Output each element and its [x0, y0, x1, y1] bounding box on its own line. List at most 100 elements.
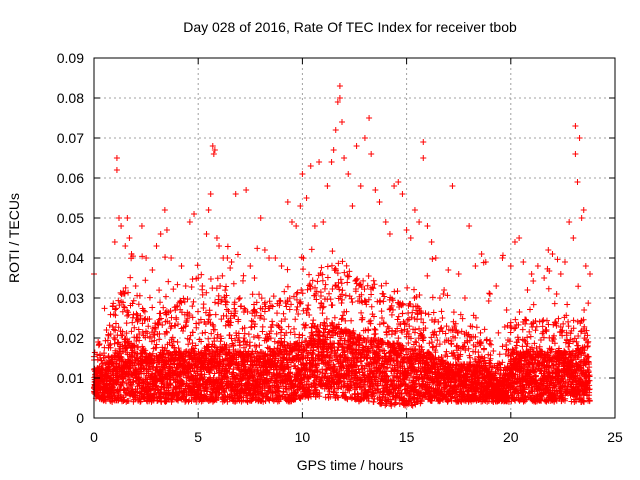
data-point [155, 319, 162, 326]
data-point [235, 295, 242, 302]
data-point [139, 329, 146, 336]
data-point [257, 356, 264, 363]
data-point [121, 304, 128, 311]
data-point [204, 318, 211, 325]
data-point [192, 342, 199, 349]
data-point [137, 398, 144, 405]
data-point [135, 301, 142, 308]
data-point [248, 351, 255, 358]
data-point [172, 322, 179, 329]
data-point [228, 319, 235, 326]
data-point [193, 324, 200, 331]
data-point [125, 397, 132, 404]
data-point [174, 321, 181, 328]
data-point [211, 299, 218, 306]
data-point [146, 294, 153, 301]
data-point [123, 330, 130, 337]
data-point [126, 376, 133, 383]
data-point [198, 398, 205, 405]
data-point [119, 308, 126, 315]
data-point [157, 315, 164, 322]
data-point [123, 398, 130, 405]
data-point [226, 344, 233, 351]
data-point [154, 364, 161, 371]
data-point [123, 320, 130, 327]
data-point [130, 297, 137, 304]
data-point [136, 369, 143, 376]
data-point [223, 299, 230, 306]
data-point [166, 320, 173, 327]
data-point [113, 380, 120, 387]
data-point [189, 340, 196, 347]
data-point [203, 351, 210, 358]
data-point [259, 392, 266, 399]
data-point [226, 350, 233, 357]
data-point [208, 330, 215, 337]
data-point [256, 291, 263, 298]
data-point [230, 280, 237, 287]
data-point [98, 366, 105, 373]
data-point [189, 276, 196, 283]
data-point [169, 334, 176, 341]
data-point [182, 323, 189, 330]
data-point [271, 338, 278, 345]
data-point [128, 381, 135, 388]
data-point [181, 298, 188, 305]
data-point [222, 287, 229, 294]
data-point [112, 320, 119, 327]
data-point [240, 394, 247, 401]
data-point [136, 337, 143, 344]
data-point [135, 344, 142, 351]
data-point [204, 388, 211, 395]
data-point [141, 308, 148, 315]
data-point [168, 323, 175, 330]
data-point [178, 299, 185, 306]
data-point [160, 351, 167, 358]
data-point [198, 338, 205, 345]
data-point [211, 370, 218, 377]
data-point [157, 299, 164, 306]
data-point [173, 314, 180, 321]
data-point [258, 349, 265, 356]
data-point [250, 307, 257, 314]
data-point [241, 330, 248, 337]
data-point [118, 332, 125, 339]
data-point [115, 324, 122, 331]
data-point [199, 291, 206, 298]
data-point [112, 336, 119, 343]
data-point [115, 297, 122, 304]
data-point [248, 317, 255, 324]
data-point [240, 375, 247, 382]
data-point [146, 315, 153, 322]
data-point [180, 295, 187, 302]
data-point [187, 332, 194, 339]
data-point [162, 293, 169, 300]
data-point [209, 390, 216, 397]
data-point [170, 338, 177, 345]
data-point [125, 289, 132, 296]
data-point [174, 338, 181, 345]
data-point [194, 308, 201, 315]
data-point [223, 283, 230, 290]
data-point [240, 277, 247, 284]
data-point [199, 330, 206, 337]
data-point [136, 331, 143, 338]
data-point [215, 292, 222, 299]
data-point [203, 289, 210, 296]
data-point [200, 301, 207, 308]
data-point [223, 292, 230, 299]
data-point [112, 306, 119, 313]
data-point [205, 335, 212, 342]
data-point [211, 326, 218, 333]
data-point [224, 369, 231, 376]
data-point [115, 376, 122, 383]
data-point [232, 310, 239, 317]
data-point [135, 316, 142, 323]
data-point [151, 337, 158, 344]
data-point [261, 308, 268, 315]
data-point [110, 326, 117, 333]
data-point [209, 321, 216, 328]
data-point [224, 318, 231, 325]
data-point [186, 311, 193, 318]
data-point [156, 287, 163, 294]
